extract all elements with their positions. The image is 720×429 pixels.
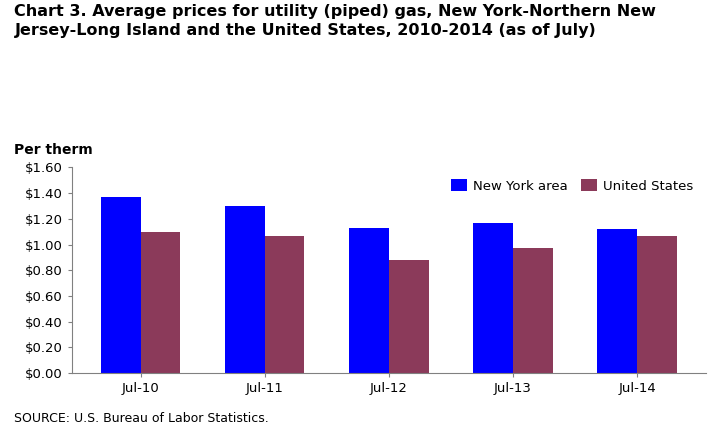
Legend: New York area, United States: New York area, United States — [446, 174, 699, 198]
Text: SOURCE: U.S. Bureau of Labor Statistics.: SOURCE: U.S. Bureau of Labor Statistics. — [14, 412, 269, 425]
Bar — [349, 228, 389, 373]
Bar — [637, 236, 677, 373]
Bar — [140, 232, 180, 373]
Bar — [265, 236, 305, 373]
Bar — [389, 260, 428, 373]
Bar — [598, 229, 637, 373]
Text: Per therm: Per therm — [14, 142, 93, 157]
Bar — [101, 197, 140, 373]
Bar — [225, 206, 265, 373]
Bar — [513, 248, 553, 373]
Bar — [473, 223, 513, 373]
Text: Chart 3. Average prices for utility (piped) gas, New York-Northern New
Jersey-Lo: Chart 3. Average prices for utility (pip… — [14, 4, 656, 38]
